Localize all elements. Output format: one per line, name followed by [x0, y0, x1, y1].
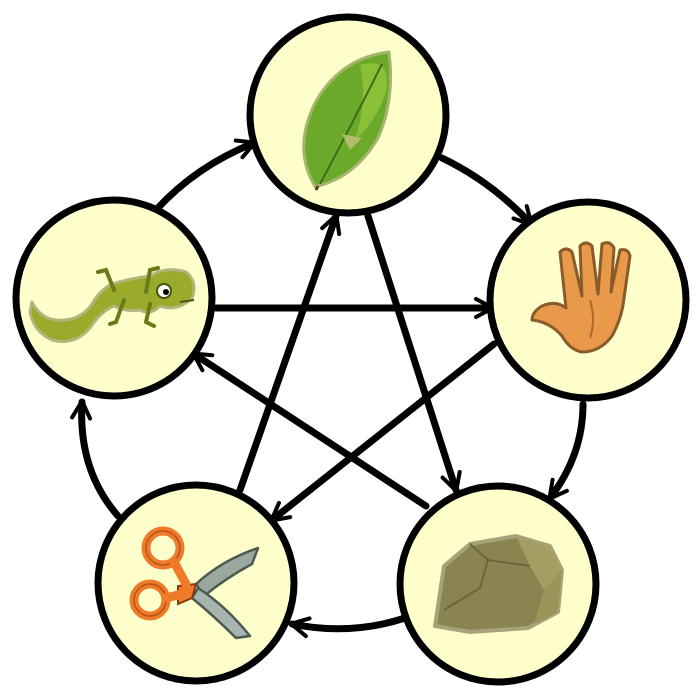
edge-scissors-lizard — [70, 398, 122, 520]
leaf-icon — [302, 50, 393, 191]
node-paper — [246, 13, 450, 217]
scissors-icon — [129, 526, 260, 640]
rock-icon — [433, 534, 564, 634]
edge-rock-lizard — [190, 350, 430, 510]
edge-spock-rock — [546, 400, 587, 502]
edge-spock-scissors — [268, 340, 498, 524]
lizard-icon — [28, 266, 196, 343]
edge-rock-scissors — [288, 614, 409, 639]
node-spock — [486, 198, 690, 402]
node-scissors — [94, 481, 298, 685]
node-rock — [396, 482, 600, 686]
outer-arrows — [70, 138, 587, 639]
edge-paper-rock — [364, 212, 462, 494]
inner-arrows — [190, 212, 498, 524]
vulcan-hand-icon — [530, 241, 632, 354]
edge-paper-spock — [438, 154, 535, 228]
edge-scissors-paper — [236, 212, 342, 494]
node-lizard — [12, 196, 216, 400]
edge-lizard-paper — [152, 138, 258, 214]
